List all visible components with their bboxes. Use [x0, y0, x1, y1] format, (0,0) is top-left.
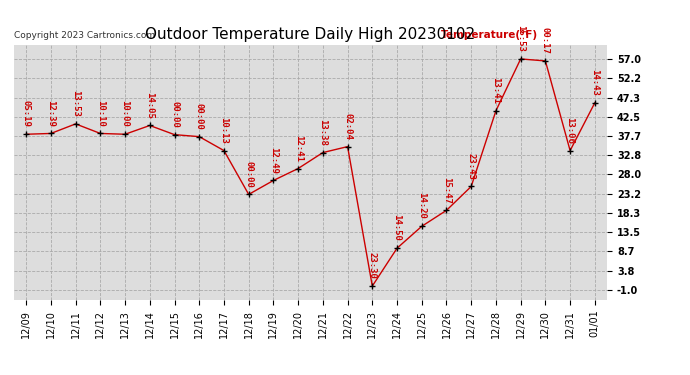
Text: 13:38: 13:38	[318, 119, 327, 146]
Text: 00:00: 00:00	[195, 103, 204, 130]
Text: 00:00: 00:00	[244, 160, 253, 188]
Text: 00:00: 00:00	[170, 101, 179, 128]
Text: 15:53: 15:53	[516, 25, 525, 52]
Text: 10:13: 10:13	[219, 117, 228, 144]
Text: 14:20: 14:20	[417, 192, 426, 219]
Text: Temperature(°F): Temperature(°F)	[441, 30, 538, 40]
Text: 13:06: 13:06	[566, 117, 575, 144]
Text: 14:05: 14:05	[146, 92, 155, 118]
Text: Copyright 2023 Cartronics.com: Copyright 2023 Cartronics.com	[14, 31, 155, 40]
Text: 13:41: 13:41	[491, 77, 500, 104]
Text: 00:17: 00:17	[541, 27, 550, 54]
Text: 05:19: 05:19	[21, 100, 30, 127]
Title: Outdoor Temperature Daily High 20230102: Outdoor Temperature Daily High 20230102	[146, 27, 475, 42]
Text: 15:47: 15:47	[442, 177, 451, 203]
Text: 10:10: 10:10	[96, 100, 105, 126]
Text: 13:53: 13:53	[71, 90, 80, 117]
Text: 12:41: 12:41	[294, 135, 303, 162]
Text: 23:30: 23:30	[368, 252, 377, 279]
Text: 23:43: 23:43	[466, 153, 475, 180]
Text: 02:04: 02:04	[343, 113, 352, 140]
Text: 12:49: 12:49	[269, 147, 278, 174]
Text: 12:39: 12:39	[46, 100, 55, 126]
Text: 14:50: 14:50	[393, 214, 402, 241]
Text: 14:43: 14:43	[591, 69, 600, 96]
Text: 10:00: 10:00	[121, 100, 130, 127]
